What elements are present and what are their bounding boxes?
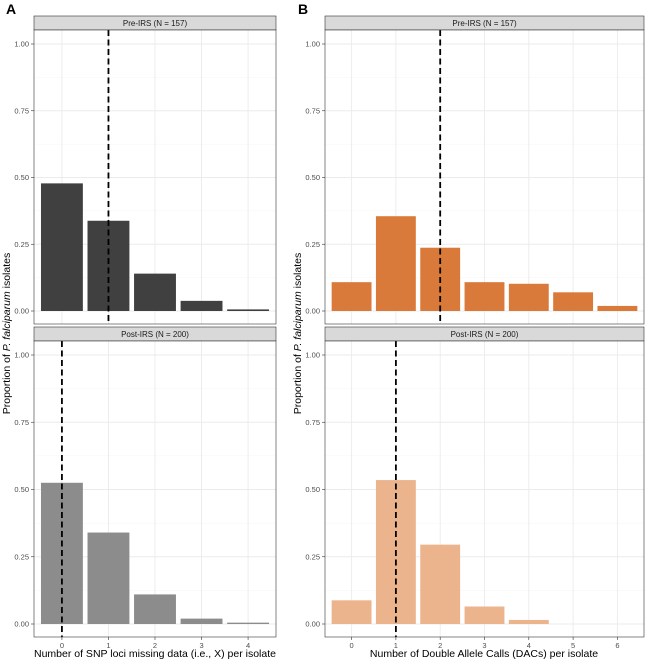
x-tick-label: 3	[199, 641, 203, 650]
bar	[464, 282, 505, 311]
y-axis-title-suffix: isolates	[1, 253, 13, 292]
x-tick-label: 0	[60, 641, 64, 650]
y-tick-label: 1.00	[305, 351, 320, 360]
y-tick-label: 1.00	[14, 40, 29, 49]
bar	[375, 216, 416, 311]
panel-a-label: A	[6, 1, 16, 17]
bar	[87, 532, 130, 624]
bar	[87, 220, 130, 311]
bar	[227, 309, 270, 311]
bar	[508, 619, 549, 624]
x-tick-label: 5	[571, 641, 575, 650]
bar	[227, 622, 270, 624]
y-tick-label: 0.50	[14, 485, 29, 494]
y-tick-label: 0.25	[305, 552, 320, 561]
panel-b-label: B	[298, 1, 308, 17]
bar	[40, 183, 83, 311]
y-axis-title: Proportion of P. falciparum isolates	[292, 253, 304, 415]
bar	[180, 618, 223, 624]
x-tick-label: 2	[438, 641, 442, 650]
y-tick-label: 0.00	[14, 620, 29, 629]
bar	[597, 305, 638, 311]
bar	[134, 594, 176, 624]
y-tick-label: 1.00	[14, 351, 29, 360]
x-tick-label: 4	[246, 641, 250, 650]
x-tick-label: 3	[482, 641, 486, 650]
y-axis-title-prefix: Proportion of	[292, 351, 304, 414]
y-tick-label: 0.75	[14, 106, 29, 115]
x-tick-label: 1	[394, 641, 398, 650]
y-tick-label: 0.00	[14, 307, 29, 316]
y-tick-label: 0.00	[305, 620, 320, 629]
facet-strip-label: Pre-IRS (N = 157)	[123, 19, 188, 28]
y-tick-label: 0.50	[14, 173, 29, 182]
x-tick-label: 0	[349, 641, 353, 650]
bar	[508, 283, 549, 311]
y-axis-title: Proportion of P. falciparum isolates	[1, 253, 13, 415]
x-tick-label: 1	[106, 641, 110, 650]
y-tick-label: 0.25	[14, 552, 29, 561]
x-tick-label: 6	[615, 641, 619, 650]
bar	[180, 300, 223, 311]
y-tick-label: 0.50	[305, 485, 320, 494]
bar	[331, 600, 372, 624]
x-tick-label: 2	[153, 641, 157, 650]
y-tick-label: 0.25	[305, 240, 320, 249]
y-axis-title-species: P. falciparum	[1, 291, 13, 351]
bar	[420, 544, 461, 624]
bar	[553, 292, 594, 311]
y-axis-title-suffix: isolates	[292, 253, 304, 292]
y-tick-label: 0.75	[14, 418, 29, 427]
bar	[331, 282, 372, 311]
y-tick-label: 0.75	[305, 418, 320, 427]
x-axis-title: Number of SNP loci missing data (i.e., X…	[34, 648, 276, 660]
bar	[464, 606, 505, 624]
y-tick-label: 0.00	[305, 307, 320, 316]
y-tick-label: 1.00	[305, 40, 320, 49]
panel-border	[324, 29, 645, 325]
bar	[134, 273, 176, 311]
y-axis-title-species: P. falciparum	[292, 291, 304, 351]
x-tick-label: 4	[527, 641, 531, 650]
panel-border	[33, 29, 277, 325]
facet-strip-label: Post-IRS (N = 200)	[121, 330, 189, 339]
plot-area: Pre-IRS (N = 157) 0.00 0.25 0.50 0.75 1.00 Pos…	[1, 15, 645, 660]
facet-strip-label: Pre-IRS (N = 157)	[452, 19, 517, 28]
y-tick-label: 0.75	[305, 106, 320, 115]
y-tick-label: 0.50	[305, 173, 320, 182]
y-tick-label: 0.25	[14, 240, 29, 249]
facet-strip-label: Post-IRS (N = 200)	[451, 330, 519, 339]
y-axis-title-prefix: Proportion of	[1, 351, 13, 414]
x-axis-title: Number of Double Allele Calls (DACs) per…	[370, 648, 598, 660]
